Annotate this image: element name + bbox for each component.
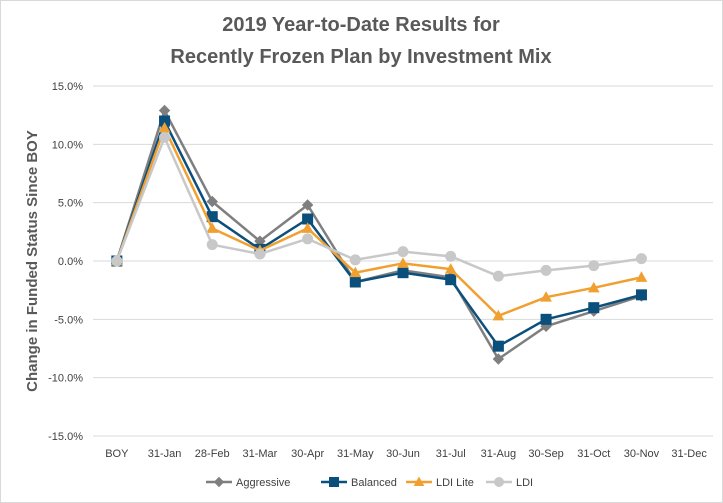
y-tick-label: 5.0%	[58, 198, 83, 210]
chart-title: 2019 Year-to-Date Results for	[222, 14, 500, 36]
data-point	[111, 255, 123, 267]
x-axis-ticks: BOY 31-Jan 28-Feb 31-Mar 30-Apr 31-May 30-Jun 3…	[105, 448, 707, 460]
y-tick-label: -5.0%	[54, 314, 83, 326]
data-point	[540, 291, 552, 302]
x-tick-label: 30-Sep	[528, 448, 563, 460]
y-tick-label: 10.0%	[52, 139, 83, 151]
legend-label: Aggressive	[236, 477, 290, 489]
y-tick-label: 15.0%	[52, 81, 83, 93]
x-tick-label: 31-Dec	[671, 448, 707, 460]
data-point	[302, 233, 314, 245]
data-point	[206, 222, 219, 233]
y-tick-label: 0.0%	[58, 256, 83, 268]
legend-label: LDI Lite	[436, 477, 474, 489]
legend: Aggressive Balanced LDI Lite LDI	[206, 476, 533, 489]
x-tick-label: 31-Mar	[243, 448, 278, 460]
data-point	[444, 263, 457, 274]
data-point	[397, 246, 409, 258]
data-point	[494, 477, 504, 487]
data-point	[635, 271, 648, 282]
data-point	[492, 270, 504, 282]
y-tick-label: -10.0%	[48, 373, 83, 385]
data-point	[349, 276, 361, 288]
data-point	[587, 281, 600, 293]
data-point	[445, 274, 457, 286]
data-point	[492, 309, 505, 321]
y-axis-label: Change in Funded Status Since BOY	[24, 130, 41, 392]
y-axis-ticks: 15.0% 10.0% 5.0% 0.0% -5.0% -10.0% -15.0%	[48, 81, 83, 443]
x-tick-label: BOY	[105, 448, 129, 460]
series-line	[115, 126, 642, 318]
data-point	[349, 254, 361, 266]
legend-item: LDI Lite	[406, 476, 474, 489]
series-group	[110, 104, 648, 365]
data-point	[397, 257, 409, 268]
x-tick-label: 30-Jun	[386, 448, 420, 460]
data-point	[588, 302, 600, 314]
x-tick-label: 31-Oct	[577, 448, 610, 460]
legend-item: LDI	[486, 477, 533, 489]
data-point	[635, 253, 647, 265]
series-ldi	[111, 131, 647, 282]
legend-item: Balanced	[321, 477, 397, 489]
series-line	[115, 136, 642, 278]
x-tick-label: 30-Apr	[291, 448, 324, 460]
y-tick-label: -15.0%	[48, 431, 83, 443]
x-tick-label: 31-Jan	[148, 448, 182, 460]
series-balanced	[111, 115, 647, 352]
x-tick-label: 31-May	[337, 448, 374, 460]
data-point	[206, 239, 218, 251]
chart-subtitle: Recently Frozen Plan by Investment Mix	[170, 46, 551, 68]
series-ldi-lite	[110, 121, 648, 321]
series-line	[115, 109, 642, 361]
legend-label: LDI	[516, 477, 533, 489]
data-point	[588, 260, 600, 272]
data-point	[213, 476, 225, 488]
x-tick-label: 30-Nov	[624, 448, 660, 460]
x-tick-label: 31-Aug	[481, 448, 516, 460]
data-point	[540, 313, 552, 325]
data-point	[492, 353, 505, 365]
data-point	[635, 289, 647, 301]
data-point	[445, 250, 457, 262]
data-point	[301, 199, 314, 211]
data-point	[397, 267, 409, 279]
legend-label: Balanced	[351, 477, 397, 489]
data-point	[329, 477, 339, 487]
data-point	[158, 104, 171, 117]
data-point	[540, 264, 552, 276]
data-point	[159, 131, 171, 143]
gridlines	[93, 85, 713, 437]
data-point	[254, 248, 266, 260]
data-point	[301, 222, 314, 233]
data-point	[349, 266, 362, 278]
x-tick-label: 31-Jul	[436, 448, 466, 460]
series-line	[115, 119, 642, 348]
legend-item: Aggressive	[206, 476, 290, 489]
x-tick-label: 28-Feb	[195, 448, 230, 460]
data-point	[492, 340, 504, 352]
data-point	[206, 195, 218, 208]
data-point	[413, 476, 425, 486]
